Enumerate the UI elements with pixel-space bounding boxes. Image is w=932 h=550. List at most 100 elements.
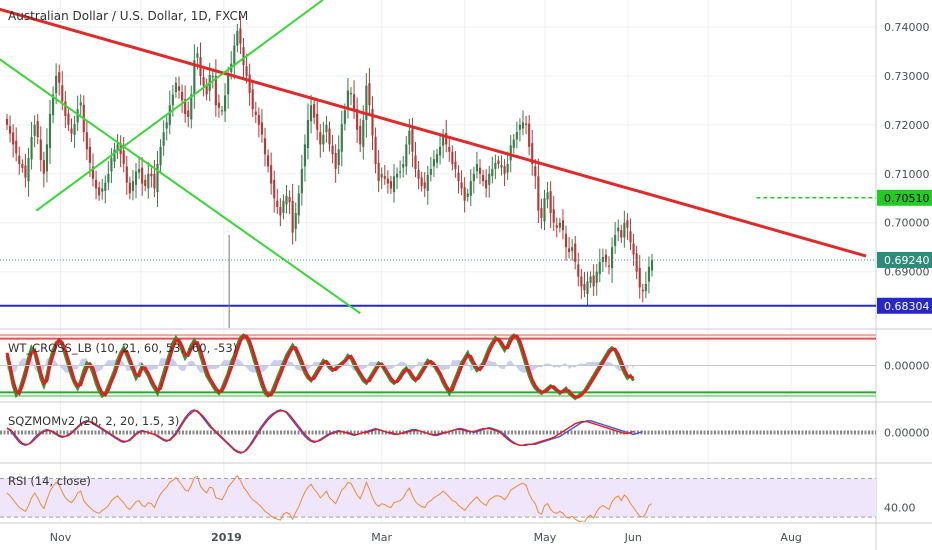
candle-body <box>300 168 303 194</box>
candle-body <box>137 168 141 173</box>
candle <box>629 218 632 251</box>
candle-body <box>531 143 534 164</box>
candle <box>451 145 454 171</box>
candle-body <box>524 123 528 125</box>
candle-body <box>503 166 506 174</box>
time-tick-label: Nov <box>50 531 72 544</box>
candle-body <box>236 30 239 46</box>
candle <box>564 225 568 261</box>
candle-body <box>107 173 110 183</box>
candle-body <box>420 177 423 187</box>
candle-body <box>122 150 125 164</box>
candle <box>617 219 620 242</box>
candle <box>150 167 153 188</box>
candle-body <box>88 146 92 164</box>
candle <box>180 84 184 113</box>
candle-body <box>647 266 651 282</box>
candle-body <box>349 93 353 95</box>
candle-body <box>196 53 199 58</box>
candle-body <box>598 261 601 275</box>
candle-body <box>592 275 595 287</box>
candle <box>58 64 61 96</box>
candle-body <box>147 173 150 189</box>
candle <box>435 148 439 169</box>
sqzmom-pane <box>0 409 876 454</box>
candle-body <box>374 136 377 164</box>
candle <box>512 133 515 154</box>
candle <box>177 76 181 99</box>
candle <box>583 271 586 298</box>
candle-body <box>549 191 552 213</box>
candle-body <box>546 192 549 200</box>
candle <box>64 91 67 129</box>
candle-body <box>48 114 52 149</box>
candle-body <box>540 208 543 218</box>
candle <box>346 78 350 119</box>
candle <box>417 161 420 190</box>
candle-body <box>368 83 371 106</box>
candle-body <box>220 110 224 112</box>
candle <box>485 169 488 198</box>
candle <box>300 154 303 206</box>
candle-body <box>165 122 168 129</box>
candle <box>405 136 408 175</box>
candle <box>5 113 9 130</box>
candle <box>39 126 42 172</box>
candle <box>137 157 141 179</box>
candle <box>623 210 626 248</box>
candle-body <box>567 248 571 253</box>
candle <box>429 156 432 182</box>
candle-body <box>313 104 316 118</box>
candle <box>70 118 73 143</box>
candle <box>331 134 334 164</box>
candle <box>174 76 178 98</box>
candle-body <box>104 182 107 191</box>
candle <box>549 181 552 229</box>
candle-body <box>577 264 580 277</box>
candle-body <box>644 283 647 292</box>
candle-body <box>251 89 254 110</box>
candle <box>632 234 635 266</box>
candle <box>223 83 227 122</box>
candle <box>325 116 328 143</box>
price-label-bg <box>877 297 932 314</box>
candle <box>494 154 497 180</box>
candle-body <box>245 66 248 76</box>
candle <box>626 213 629 240</box>
candle <box>577 252 580 287</box>
candle-body <box>101 188 104 192</box>
candle-body <box>423 182 426 189</box>
candle <box>21 159 24 173</box>
candle <box>386 170 389 194</box>
candle-body <box>141 167 144 184</box>
candle <box>94 170 98 200</box>
candle-body <box>362 119 365 147</box>
sqz-series-momentum-blue <box>6 409 643 454</box>
candle <box>356 97 359 143</box>
candle-body <box>607 265 611 267</box>
candle-body <box>30 137 33 160</box>
candle-body <box>39 139 42 161</box>
candle <box>359 118 362 153</box>
candle-body <box>604 254 608 262</box>
candle <box>193 44 196 109</box>
candle-body <box>466 193 469 198</box>
candle <box>481 169 485 187</box>
candle-body <box>322 134 325 145</box>
candle <box>540 198 543 229</box>
candle <box>279 198 282 227</box>
candle-body <box>45 144 49 172</box>
candle <box>309 94 313 134</box>
candle <box>352 80 356 119</box>
candle-body <box>574 243 577 262</box>
candle <box>202 68 205 97</box>
candle-body <box>150 173 153 177</box>
candle-body <box>85 132 88 150</box>
candle <box>257 107 260 138</box>
candle-body <box>316 113 319 130</box>
candle <box>251 81 254 118</box>
candle-body <box>537 176 540 211</box>
candle-body <box>116 144 119 151</box>
candle <box>273 170 276 213</box>
